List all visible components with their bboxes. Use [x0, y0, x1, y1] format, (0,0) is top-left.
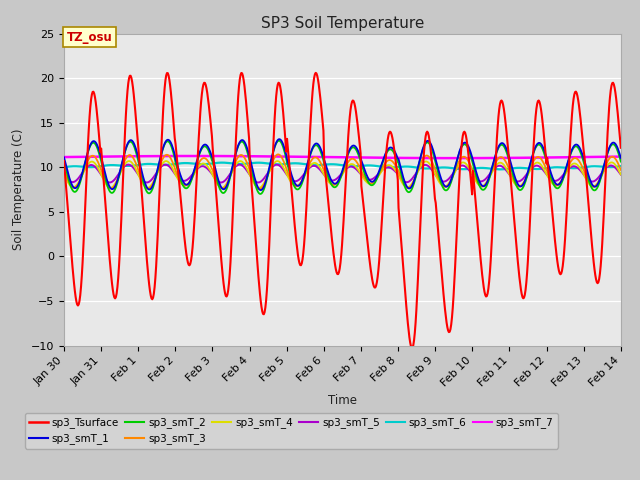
- sp3_smT_1: [127, 137, 135, 143]
- sp3_smT_7: [60, 154, 68, 160]
- sp3_smT_3: [275, 152, 282, 157]
- sp3_smT_1: [257, 187, 264, 193]
- sp3_smT_5: [215, 179, 223, 185]
- sp3_smT_4: [107, 185, 115, 191]
- sp3_smT_1: [428, 144, 436, 149]
- sp3_smT_3: [256, 186, 264, 192]
- sp3_smT_4: [125, 158, 133, 164]
- sp3_smT_5: [428, 167, 436, 173]
- sp3_smT_3: [127, 153, 135, 158]
- sp3_Tsurface: [428, 159, 436, 165]
- sp3_smT_2: [428, 146, 436, 152]
- sp3_smT_2: [412, 175, 419, 180]
- Line: sp3_smT_2: sp3_smT_2: [64, 141, 621, 194]
- sp3_smT_2: [184, 184, 192, 190]
- sp3_smT_5: [186, 175, 193, 181]
- sp3_smT_6: [184, 160, 192, 166]
- Line: sp3_smT_1: sp3_smT_1: [64, 139, 621, 190]
- sp3_smT_3: [428, 158, 436, 164]
- sp3_smT_1: [184, 181, 192, 187]
- sp3_smT_7: [450, 155, 458, 161]
- sp3_Tsurface: [127, 75, 135, 81]
- sp3_smT_2: [60, 158, 68, 164]
- sp3_smT_2: [617, 159, 625, 165]
- Text: TZ_osu: TZ_osu: [67, 31, 113, 44]
- sp3_smT_1: [617, 155, 625, 161]
- sp3_smT_2: [214, 179, 221, 184]
- sp3_smT_6: [411, 164, 419, 170]
- sp3_smT_3: [617, 167, 625, 173]
- sp3_smT_4: [215, 183, 223, 189]
- Y-axis label: Soil Temperature (C): Soil Temperature (C): [12, 129, 26, 251]
- sp3_smT_7: [214, 153, 222, 159]
- sp3_smT_4: [60, 171, 68, 177]
- sp3_Tsurface: [412, 320, 419, 326]
- sp3_smT_3: [184, 181, 192, 187]
- sp3_smT_2: [275, 138, 283, 144]
- sp3_smT_5: [124, 162, 132, 168]
- sp3_smT_5: [106, 180, 113, 185]
- sp3_smT_4: [129, 161, 137, 167]
- sp3_smT_7: [184, 153, 192, 159]
- sp3_smT_4: [428, 165, 436, 170]
- sp3_smT_7: [411, 155, 419, 161]
- sp3_smT_6: [70, 163, 78, 169]
- sp3_smT_6: [496, 167, 504, 172]
- sp3_smT_5: [129, 165, 137, 170]
- sp3_smT_3: [214, 180, 221, 185]
- sp3_smT_6: [428, 166, 435, 171]
- sp3_smT_4: [412, 174, 419, 180]
- sp3_Tsurface: [214, 207, 221, 213]
- Line: sp3_smT_7: sp3_smT_7: [64, 156, 621, 158]
- sp3_smT_7: [70, 154, 78, 160]
- sp3_Tsurface: [60, 158, 68, 164]
- Title: SP3 Soil Temperature: SP3 Soil Temperature: [260, 16, 424, 31]
- Line: sp3_smT_6: sp3_smT_6: [64, 163, 621, 169]
- sp3_smT_3: [412, 174, 419, 180]
- sp3_smT_3: [60, 167, 68, 173]
- sp3_smT_6: [617, 163, 625, 169]
- Line: sp3_smT_4: sp3_smT_4: [64, 161, 621, 188]
- sp3_smT_5: [70, 179, 78, 185]
- sp3_smT_4: [186, 179, 193, 185]
- Legend: sp3_Tsurface, sp3_smT_1, sp3_smT_2, sp3_smT_3, sp3_smT_4, sp3_smT_5, sp3_smT_6, : sp3_Tsurface, sp3_smT_1, sp3_smT_2, sp3_…: [25, 413, 557, 449]
- sp3_smT_7: [428, 155, 435, 161]
- sp3_smT_5: [412, 171, 419, 177]
- Line: sp3_smT_5: sp3_smT_5: [64, 165, 621, 182]
- X-axis label: Time: Time: [328, 394, 357, 408]
- sp3_smT_1: [412, 173, 419, 179]
- sp3_Tsurface: [617, 145, 625, 151]
- Line: sp3_smT_3: sp3_smT_3: [64, 155, 621, 189]
- sp3_smT_2: [257, 191, 264, 197]
- sp3_Tsurface: [312, 70, 319, 76]
- sp3_smT_1: [60, 155, 68, 160]
- sp3_smT_6: [214, 160, 221, 166]
- sp3_smT_7: [617, 154, 625, 159]
- sp3_smT_5: [617, 172, 625, 178]
- sp3_Tsurface: [70, 281, 78, 287]
- sp3_smT_6: [218, 160, 226, 166]
- sp3_smT_5: [60, 172, 68, 178]
- sp3_Tsurface: [184, 260, 192, 265]
- sp3_smT_6: [60, 164, 68, 170]
- sp3_smT_4: [70, 184, 78, 190]
- sp3_smT_2: [70, 189, 78, 194]
- sp3_smT_7: [190, 153, 198, 159]
- sp3_smT_7: [127, 154, 135, 159]
- sp3_smT_1: [275, 136, 283, 142]
- sp3_smT_2: [127, 139, 135, 145]
- sp3_smT_1: [214, 174, 221, 180]
- sp3_Tsurface: [408, 345, 415, 351]
- Line: sp3_Tsurface: sp3_Tsurface: [64, 73, 621, 348]
- sp3_smT_1: [70, 185, 78, 191]
- sp3_smT_6: [127, 163, 135, 168]
- sp3_smT_3: [70, 185, 78, 191]
- sp3_smT_4: [617, 171, 625, 177]
